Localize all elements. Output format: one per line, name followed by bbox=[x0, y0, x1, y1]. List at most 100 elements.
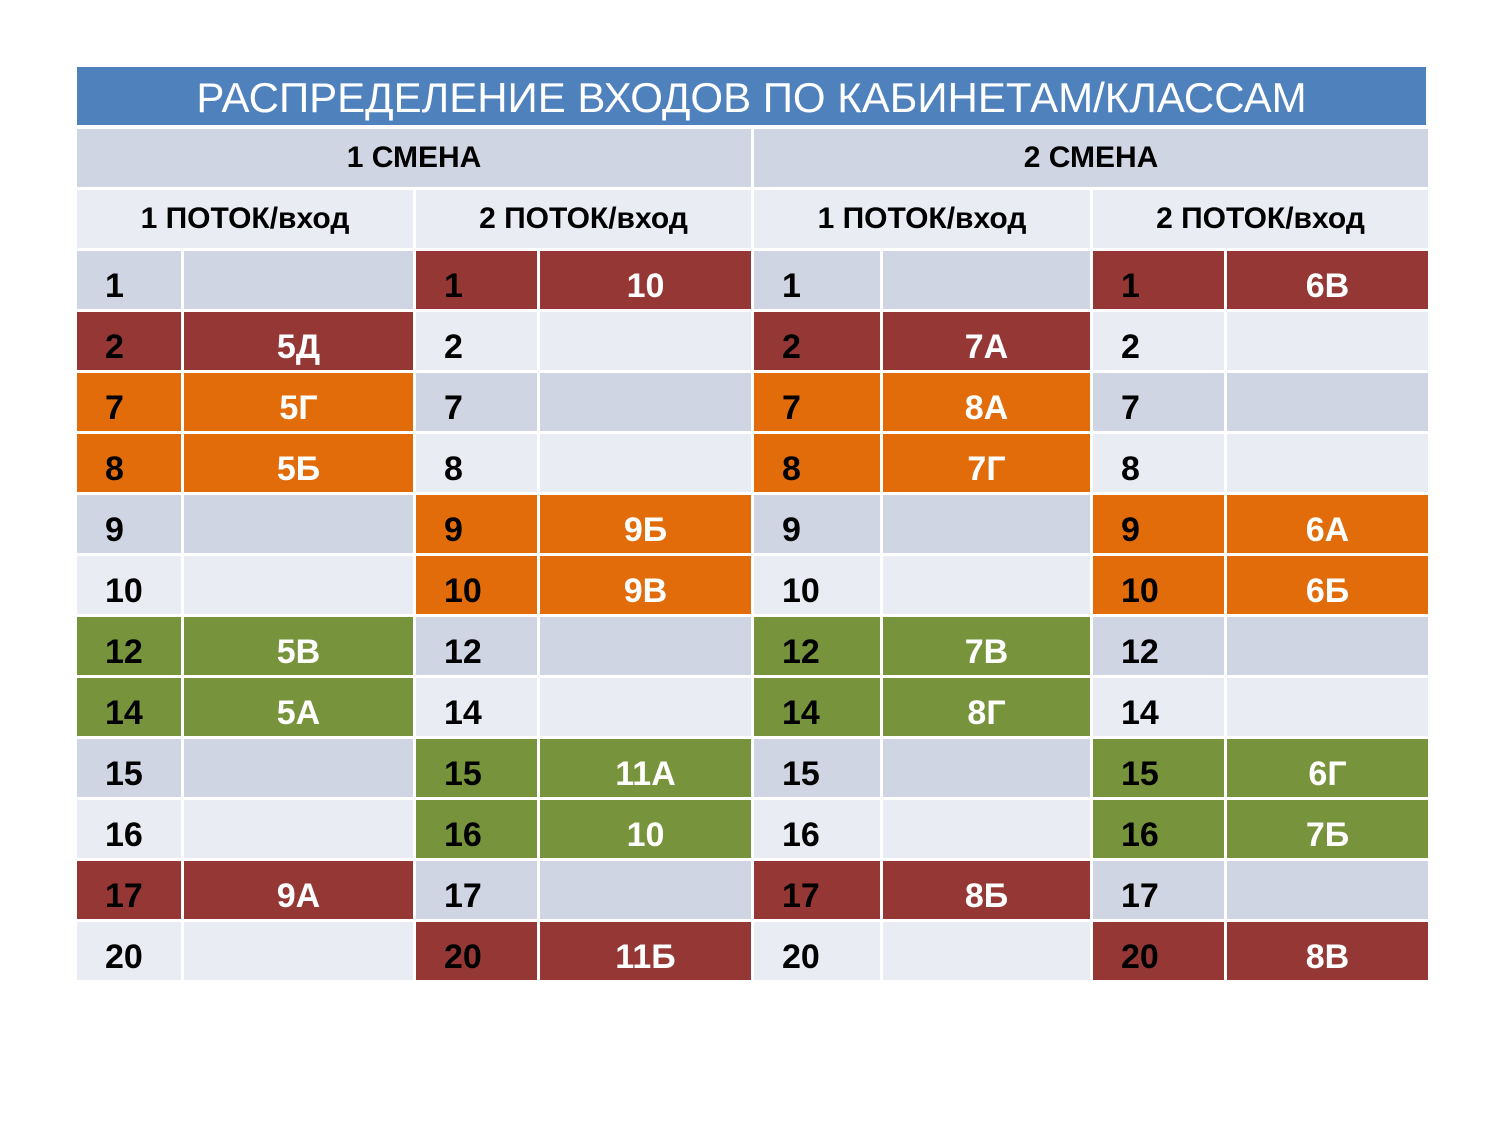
room-number-cell: 12 bbox=[416, 617, 537, 675]
room-number-cell: 15 bbox=[416, 739, 537, 797]
class-cell: 6В bbox=[1227, 251, 1428, 309]
shift-header-1: 1 СМЕНА bbox=[77, 129, 751, 187]
class-cell: 11А bbox=[540, 739, 751, 797]
room-number-cell: 12 bbox=[1093, 617, 1224, 675]
class-cell: 7Г bbox=[883, 434, 1090, 492]
shift-header-2: 2 СМЕНА bbox=[754, 129, 1428, 187]
class-cell bbox=[883, 251, 1090, 309]
distribution-table: РАСПРЕДЕЛЕНИЕ ВХОДОВ ПО КАБИНЕТАМ/КЛАССА… bbox=[77, 67, 1428, 980]
class-cell bbox=[1227, 617, 1428, 675]
class-cell: 8Г bbox=[883, 678, 1090, 736]
class-cell bbox=[540, 373, 751, 431]
class-cell: 9В bbox=[540, 556, 751, 614]
class-cell: 6Г bbox=[1227, 739, 1428, 797]
class-cell: 9Б bbox=[540, 495, 751, 553]
class-cell bbox=[883, 556, 1090, 614]
stream-header-4: 2 ПОТОК/вход bbox=[1093, 190, 1428, 248]
class-cell: 6Б bbox=[1227, 556, 1428, 614]
room-number-cell: 15 bbox=[1093, 739, 1224, 797]
room-number-cell: 15 bbox=[754, 739, 880, 797]
room-number-cell: 14 bbox=[1093, 678, 1224, 736]
room-number-cell: 20 bbox=[1093, 922, 1224, 980]
class-cell bbox=[883, 800, 1090, 858]
class-cell bbox=[883, 495, 1090, 553]
class-cell bbox=[883, 739, 1090, 797]
room-number-cell: 17 bbox=[416, 861, 537, 919]
room-number-cell: 7 bbox=[416, 373, 537, 431]
room-number-cell: 7 bbox=[1093, 373, 1224, 431]
class-cell bbox=[1227, 373, 1428, 431]
room-number-cell: 1 bbox=[77, 251, 181, 309]
room-number-cell: 14 bbox=[416, 678, 537, 736]
class-cell bbox=[1227, 434, 1428, 492]
class-cell bbox=[184, 800, 413, 858]
stream-header-3: 1 ПОТОК/вход bbox=[754, 190, 1090, 248]
room-number-cell: 1 bbox=[754, 251, 880, 309]
room-number-cell: 12 bbox=[77, 617, 181, 675]
room-number-cell: 12 bbox=[754, 617, 880, 675]
room-number-cell: 10 bbox=[754, 556, 880, 614]
room-number-cell: 16 bbox=[754, 800, 880, 858]
class-cell bbox=[540, 617, 751, 675]
class-cell bbox=[1227, 678, 1428, 736]
class-cell: 7А bbox=[883, 312, 1090, 370]
room-number-cell: 7 bbox=[77, 373, 181, 431]
class-cell: 10 bbox=[540, 251, 751, 309]
class-cell: 7Б bbox=[1227, 800, 1428, 858]
room-number-cell: 2 bbox=[416, 312, 537, 370]
room-number-cell: 7 bbox=[754, 373, 880, 431]
class-cell bbox=[184, 739, 413, 797]
room-number-cell: 8 bbox=[754, 434, 880, 492]
class-cell bbox=[184, 556, 413, 614]
room-number-cell: 17 bbox=[754, 861, 880, 919]
class-cell: 5Г bbox=[184, 373, 413, 431]
room-number-cell: 2 bbox=[77, 312, 181, 370]
class-cell bbox=[1227, 312, 1428, 370]
room-number-cell: 14 bbox=[77, 678, 181, 736]
room-number-cell: 16 bbox=[77, 800, 181, 858]
class-cell bbox=[184, 922, 413, 980]
room-number-cell: 1 bbox=[416, 251, 537, 309]
class-cell: 5Б bbox=[184, 434, 413, 492]
room-number-cell: 17 bbox=[1093, 861, 1224, 919]
stream-header-2: 2 ПОТОК/вход bbox=[416, 190, 751, 248]
class-cell bbox=[1227, 861, 1428, 919]
class-cell bbox=[883, 922, 1090, 980]
class-cell bbox=[184, 251, 413, 309]
room-number-cell: 14 bbox=[754, 678, 880, 736]
table-title: РАСПРЕДЕЛЕНИЕ ВХОДОВ ПО КАБИНЕТАМ/КЛАССА… bbox=[77, 67, 1426, 125]
room-number-cell: 1 bbox=[1093, 251, 1224, 309]
room-number-cell: 20 bbox=[416, 922, 537, 980]
room-number-cell: 9 bbox=[754, 495, 880, 553]
stream-header-1: 1 ПОТОК/вход bbox=[77, 190, 413, 248]
room-number-cell: 10 bbox=[77, 556, 181, 614]
class-cell bbox=[540, 434, 751, 492]
room-number-cell: 17 bbox=[77, 861, 181, 919]
room-number-cell: 2 bbox=[1093, 312, 1224, 370]
class-cell: 8Б bbox=[883, 861, 1090, 919]
room-number-cell: 8 bbox=[77, 434, 181, 492]
class-cell bbox=[540, 861, 751, 919]
class-cell: 8А bbox=[883, 373, 1090, 431]
class-cell bbox=[540, 678, 751, 736]
room-number-cell: 9 bbox=[77, 495, 181, 553]
table-grid: 1 СМЕНА 2 СМЕНА 1 ПОТОК/вход 2 ПОТОК/вхо… bbox=[77, 129, 1428, 980]
class-cell: 5Д bbox=[184, 312, 413, 370]
room-number-cell: 8 bbox=[416, 434, 537, 492]
class-cell: 8В bbox=[1227, 922, 1428, 980]
class-cell: 9А bbox=[184, 861, 413, 919]
class-cell: 11Б bbox=[540, 922, 751, 980]
room-number-cell: 20 bbox=[77, 922, 181, 980]
room-number-cell: 9 bbox=[1093, 495, 1224, 553]
class-cell: 7В bbox=[883, 617, 1090, 675]
room-number-cell: 10 bbox=[416, 556, 537, 614]
room-number-cell: 2 bbox=[754, 312, 880, 370]
room-number-cell: 8 bbox=[1093, 434, 1224, 492]
class-cell: 5А bbox=[184, 678, 413, 736]
room-number-cell: 10 bbox=[1093, 556, 1224, 614]
class-cell: 6А bbox=[1227, 495, 1428, 553]
class-cell: 5В bbox=[184, 617, 413, 675]
room-number-cell: 16 bbox=[416, 800, 537, 858]
room-number-cell: 15 bbox=[77, 739, 181, 797]
room-number-cell: 9 bbox=[416, 495, 537, 553]
